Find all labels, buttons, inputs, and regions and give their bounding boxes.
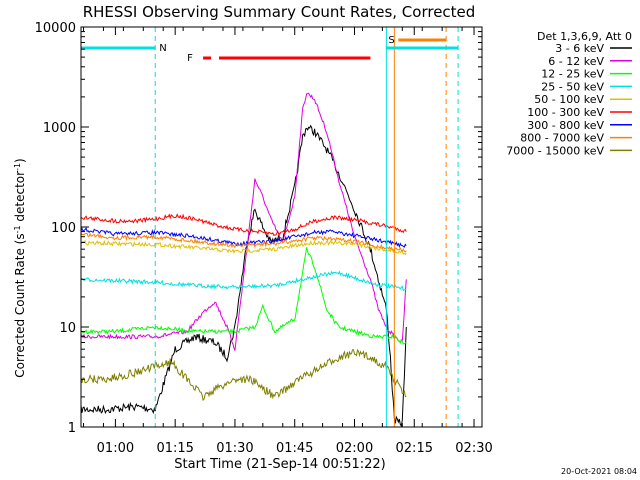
series-line-0: [80, 124, 407, 428]
x-axis-label: Start Time (21-Sep-14 00:51:22): [174, 457, 385, 472]
y-tick-label-0: 1: [68, 421, 76, 436]
x-tick-label-1: 01:15: [156, 441, 193, 456]
y-tick-label-2: 100: [51, 221, 76, 236]
plot-frame: [80, 26, 483, 428]
plot-area: N F S: [80, 27, 459, 428]
y-tick-label-4: 10000: [35, 21, 76, 36]
x-tick-label-0: 01:00: [97, 441, 134, 456]
series-line-5: [80, 213, 407, 236]
annotation-s: S: [388, 35, 394, 46]
x-tick-label-5: 02:15: [396, 441, 433, 456]
series-line-6: [80, 227, 407, 249]
chart-title: RHESSI Observing Summary Count Rates, Co…: [83, 3, 476, 21]
legend-label-5: 100 - 300 keV: [527, 106, 604, 119]
y-tick-label-1: 10: [59, 321, 76, 336]
legend-label-8: 7000 - 15000 keV: [506, 144, 604, 157]
legend-header: Det 1,3,6,9, Att 0: [537, 30, 632, 43]
series-line-7: [80, 232, 407, 253]
series-line-4: [80, 239, 407, 256]
y-tick-label-3: 1000: [43, 121, 76, 136]
series-line-8: [80, 348, 407, 402]
series-line-2: [80, 247, 407, 345]
annotation-f: F: [187, 53, 193, 64]
series-line-3: [80, 270, 407, 292]
footer-date: 20-Oct-2021 08:04: [561, 467, 637, 476]
annotation-n: N: [159, 43, 166, 54]
legend-label-3: 25 - 50 keV: [541, 80, 604, 93]
legend-label-7: 800 - 7000 keV: [520, 132, 604, 145]
x-tick-label-6: 02:30: [455, 441, 492, 456]
y-axis-label: Corrected Count Rate (s-1 detector-1): [13, 158, 28, 377]
legend-label-6: 300 - 800 keV: [527, 119, 604, 132]
x-tick-label-4: 02:00: [336, 441, 373, 456]
legend-label-2: 12 - 25 keV: [541, 68, 604, 81]
series-line-1: [80, 92, 407, 351]
legend-label-4: 50 - 100 keV: [534, 93, 604, 106]
x-tick-label-3: 01:45: [276, 441, 313, 456]
x-tick-label-2: 01:30: [216, 441, 253, 456]
axes: 01:00 01:15 01:30 01:45 02:00 02:15 02:30 1 10 10…: [35, 21, 493, 456]
legend-label-0: 3 - 6 keV: [555, 42, 604, 55]
legend-label-1: 6 - 12 keV: [548, 55, 604, 68]
